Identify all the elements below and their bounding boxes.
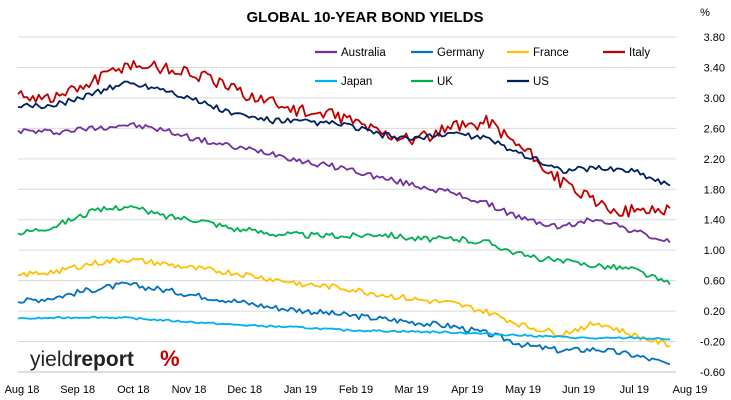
legend-label-france: France	[533, 47, 569, 59]
x-tick-label: Jun 19	[562, 384, 595, 396]
y-tick-label: 1.00	[704, 245, 725, 257]
x-axis-ticks: Aug 18 Sep 18 Oct 18 Nov 18 Dec 18 Jan 19 Feb …	[5, 371, 708, 396]
legend-label-uk: UK	[437, 76, 453, 88]
chart-title: GLOBAL 10-YEAR BOND YIELDS	[247, 9, 484, 26]
y-axis-ticks: 3.80 3.40 3.00 2.60 2.20 1.80 1.40 1.00 0.60 0.20…	[700, 32, 725, 379]
y-tick-label: 2.60	[704, 123, 725, 135]
x-tick-label: May 19	[505, 384, 541, 396]
x-tick-label: Oct 18	[117, 384, 149, 396]
x-tick-label: Nov 18	[172, 384, 207, 396]
y-tick-label: -0.20	[700, 337, 725, 349]
logo-percent-mark: %	[160, 346, 180, 371]
x-tick-label: Dec 18	[227, 384, 262, 396]
series-lines	[17, 60, 671, 366]
legend-label-italy: Italy	[629, 47, 650, 59]
x-tick-label: Apr 19	[451, 384, 483, 396]
legend: Australia Germany France Italy Japan UK US	[315, 47, 650, 88]
y-tick-label: 3.00	[704, 93, 725, 105]
y-tick-label: 0.20	[704, 306, 725, 318]
y-tick-label: -0.60	[700, 367, 725, 379]
x-tick-label: Sep 18	[60, 384, 95, 396]
y-axis-unit: %	[700, 7, 710, 19]
legend-label-us: US	[533, 76, 549, 88]
series-line-australia	[17, 122, 671, 244]
y-tick-label: 2.20	[704, 154, 725, 166]
y-tick-label: 1.80	[704, 184, 725, 196]
y-tick-label: 1.40	[704, 215, 725, 227]
series-line-japan	[17, 315, 671, 341]
series-line-germany	[17, 281, 671, 366]
series-line-italy	[17, 60, 671, 218]
y-tick-label: 0.60	[704, 276, 725, 288]
x-tick-label: Aug 18	[5, 384, 40, 396]
yieldreport-logo: yieldreport %	[30, 346, 180, 371]
y-tick-label: 3.40	[704, 62, 725, 74]
x-tick-label: Feb 19	[339, 384, 373, 396]
logo-text-yield: yield	[30, 348, 73, 371]
series-line-us	[17, 80, 671, 187]
logo-text-report: report	[73, 348, 134, 371]
legend-label-australia: Australia	[341, 47, 386, 59]
legend-label-germany: Germany	[437, 47, 485, 59]
x-tick-label: Mar 19	[395, 384, 429, 396]
y-tick-label: 3.80	[704, 32, 725, 44]
x-tick-label: Jan 19	[284, 384, 317, 396]
series-line-uk	[17, 205, 671, 285]
x-tick-label: Aug 19	[673, 384, 708, 396]
legend-label-japan: Japan	[341, 76, 372, 88]
x-tick-label: Jul 19	[620, 384, 649, 396]
svg-text:yieldreport: yieldreport	[30, 348, 134, 371]
